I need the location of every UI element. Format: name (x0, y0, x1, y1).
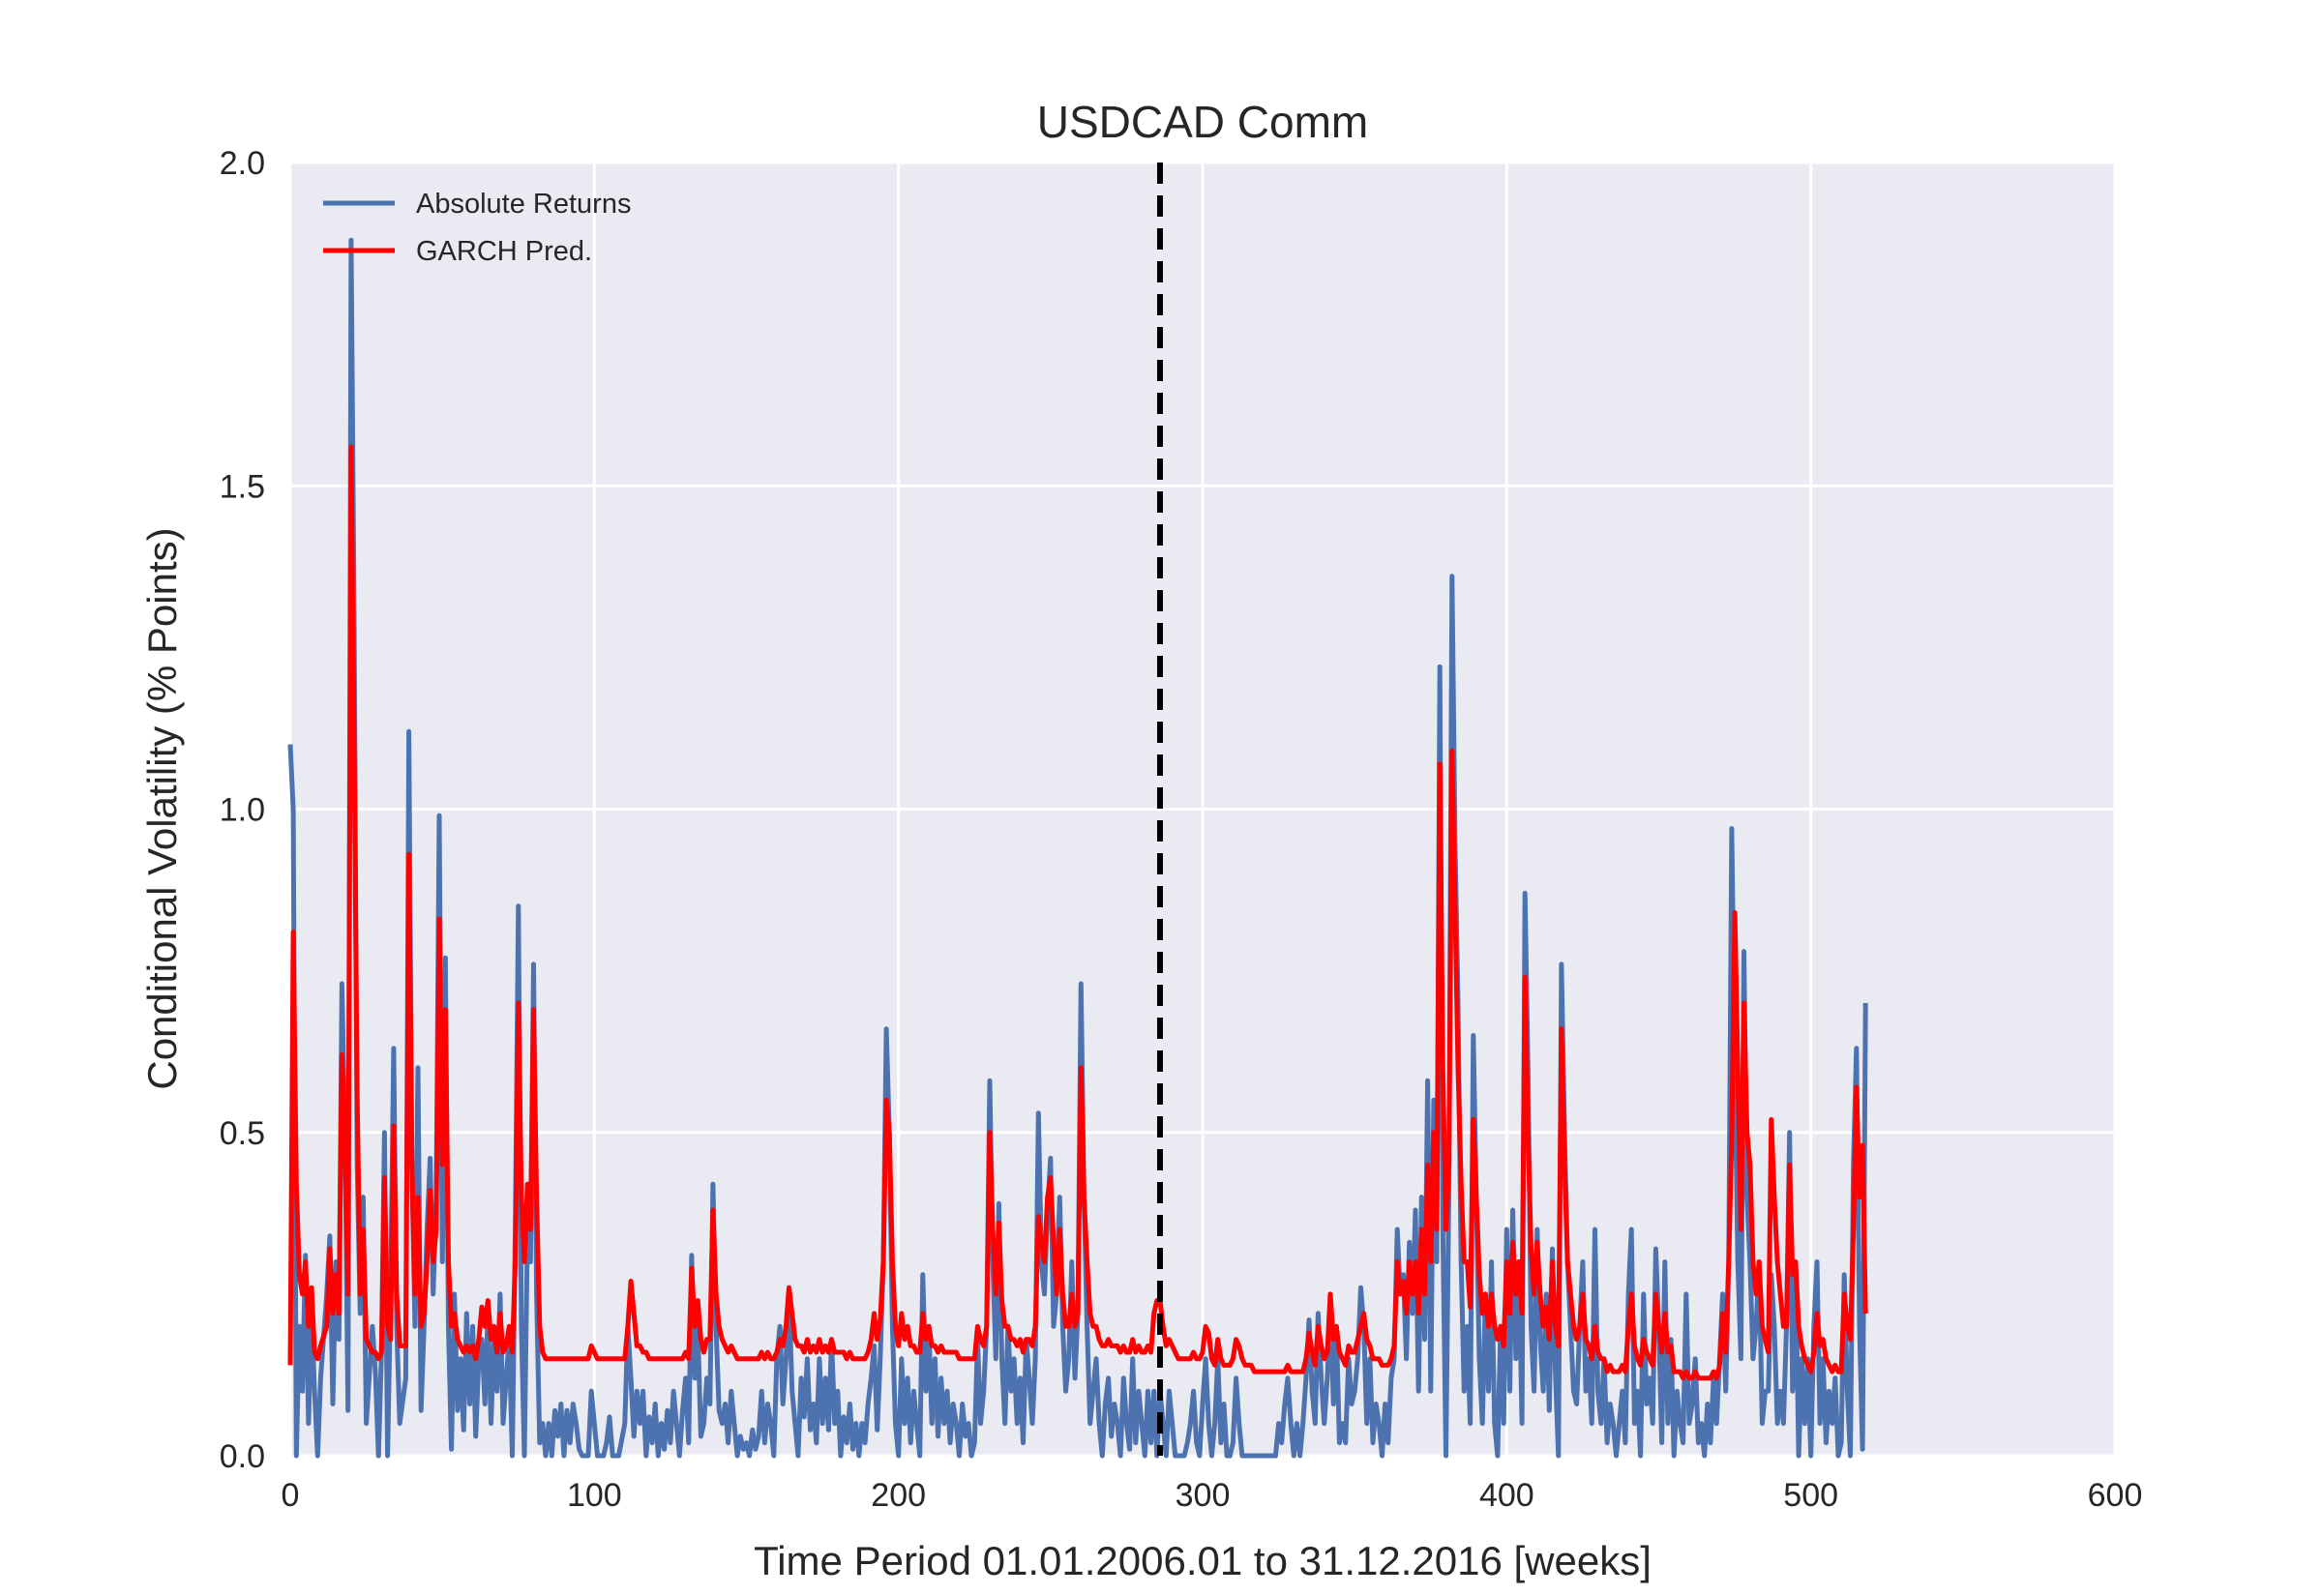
x-tick-labels: 0 100 200 300 400 500 600 (282, 1477, 2143, 1514)
y-tick-label: 0.5 (220, 1115, 265, 1152)
chart-title: USDCAD Comm (1037, 97, 1368, 147)
y-tick-label: 1.0 (220, 792, 265, 829)
x-axis-label: Time Period 01.01.2006.01 to 31.12.2016 … (754, 1538, 1652, 1583)
x-tick-label: 600 (2088, 1477, 2143, 1514)
legend-label-garch-pred: GARCH Pred. (416, 236, 592, 267)
y-tick-label: 2.0 (220, 145, 265, 182)
x-tick-label: 400 (1479, 1477, 1534, 1514)
grid-lines (288, 161, 2117, 1458)
series-line-absolute-returns (287, 237, 1868, 1459)
x-tick-label: 300 (1176, 1477, 1231, 1514)
x-tick-label: 200 (871, 1477, 926, 1514)
y-tick-label: 1.5 (220, 468, 265, 505)
y-axis-label: Conditional Volatility (% Points) (139, 527, 185, 1089)
y-tick-label: 0.0 (220, 1438, 265, 1475)
x-tick-label: 100 (567, 1477, 622, 1514)
legend-label-absolute-returns: Absolute Returns (416, 189, 631, 220)
x-tick-label: 500 (1783, 1477, 1838, 1514)
legend: Absolute Returns GARCH Pred. (323, 189, 631, 267)
series-line-garch-pred (287, 444, 1868, 1381)
x-tick-label: 0 (282, 1477, 300, 1514)
series-layer (287, 237, 1868, 1459)
y-tick-labels: 0.0 0.5 1.0 1.5 2.0 (220, 145, 265, 1475)
